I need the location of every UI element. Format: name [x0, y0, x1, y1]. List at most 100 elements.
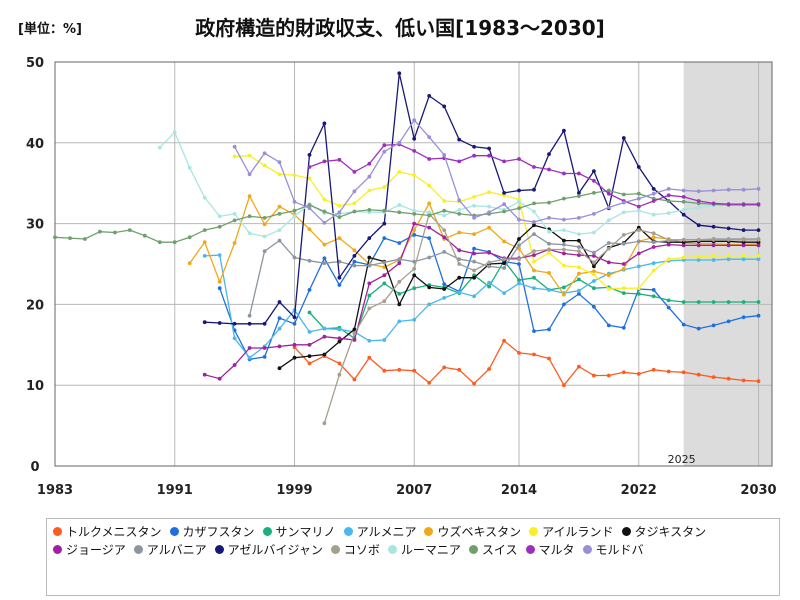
data-point [651, 268, 656, 273]
data-point [502, 266, 506, 270]
data-point [711, 243, 716, 248]
data-point [532, 201, 536, 206]
data-point [756, 202, 761, 207]
data-point [247, 194, 252, 199]
data-point [577, 238, 581, 243]
data-point [232, 241, 237, 245]
data-point [187, 235, 192, 240]
data-point [547, 288, 551, 292]
legend-marker [169, 526, 179, 536]
data-point [262, 222, 267, 227]
data-point [382, 299, 387, 304]
data-point [397, 261, 402, 266]
series-line [323, 212, 759, 424]
plot-area [54, 61, 773, 467]
data-point [517, 199, 521, 204]
legend-item: アルバニア [133, 540, 207, 558]
data-point [367, 208, 372, 212]
y-tick-label: 20 [26, 298, 44, 313]
data-point [562, 238, 566, 243]
data-point [651, 199, 656, 203]
data-point [636, 191, 641, 196]
data-point [367, 174, 372, 179]
data-point [397, 302, 402, 307]
data-point [397, 71, 402, 76]
data-point [442, 199, 447, 203]
data-point [157, 145, 162, 150]
data-point [172, 240, 177, 245]
data-point [262, 346, 267, 350]
data-point [532, 223, 536, 228]
data-point [606, 287, 611, 291]
data-point [636, 208, 641, 213]
data-point [577, 249, 581, 254]
legend-marker [387, 544, 397, 554]
data-point [726, 187, 731, 192]
data-point [157, 240, 162, 245]
data-point [592, 178, 596, 183]
data-point [247, 153, 252, 158]
data-point [337, 336, 342, 341]
data-point [547, 250, 551, 255]
data-point [337, 339, 342, 344]
data-point [756, 257, 761, 262]
data-point [307, 288, 312, 292]
data-point [711, 258, 716, 262]
legend-label: タジキスタン [634, 524, 707, 539]
legend-label: マルタ [538, 542, 575, 557]
y-tick-label: 10 [26, 379, 44, 394]
data-point [322, 159, 327, 164]
data-point [651, 245, 656, 249]
data-point [666, 199, 671, 203]
data-point [606, 373, 611, 378]
data-point [696, 199, 701, 203]
legend-marker [262, 526, 272, 536]
data-point [232, 363, 237, 367]
data-point [352, 338, 357, 342]
data-point [382, 273, 387, 278]
data-point [442, 365, 447, 370]
data-point [696, 237, 701, 242]
data-point [412, 149, 417, 153]
data-point [621, 370, 626, 375]
unit-label: [単位：%] [18, 22, 82, 37]
legend-marker [133, 544, 143, 554]
data-point [651, 212, 656, 217]
data-point [457, 262, 462, 266]
data-point [292, 173, 297, 178]
data-point [262, 321, 267, 326]
data-point [457, 257, 462, 262]
data-point [217, 224, 222, 229]
data-point [442, 282, 447, 287]
data-point [606, 246, 611, 251]
data-point [397, 257, 402, 262]
data-point [681, 370, 686, 375]
legend-marker [330, 544, 340, 554]
data-point [292, 208, 297, 213]
data-point [382, 260, 387, 265]
data-point [427, 236, 432, 241]
data-point [382, 281, 387, 286]
data-point [666, 193, 671, 198]
series-line [234, 119, 759, 224]
data-point [681, 188, 686, 193]
data-point [547, 271, 551, 275]
data-point [606, 188, 611, 193]
data-point [502, 291, 506, 295]
legend-item: サンマリノ [262, 522, 336, 540]
data-point [322, 220, 327, 225]
data-point [382, 368, 387, 373]
data-point [322, 121, 327, 126]
data-point [636, 251, 641, 256]
data-point [606, 273, 611, 278]
data-point [472, 144, 476, 149]
y-tick-label: 30 [26, 218, 44, 233]
data-point [442, 287, 447, 291]
data-point [367, 355, 372, 360]
data-point [322, 261, 327, 266]
data-point [412, 221, 417, 226]
data-point [307, 227, 312, 232]
data-point [352, 201, 357, 206]
data-point [427, 201, 432, 206]
data-point [412, 208, 417, 213]
